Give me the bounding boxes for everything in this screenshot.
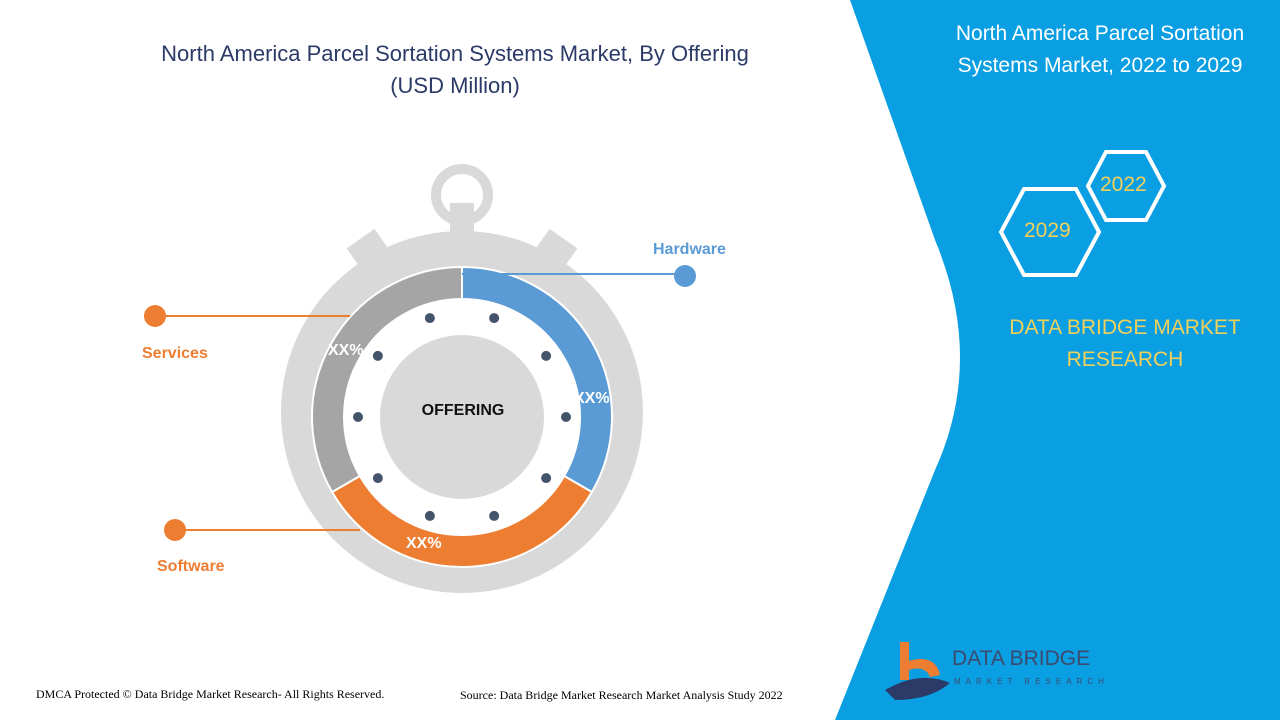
brand-line-1: DATA BRIDGE MARKET — [1009, 316, 1241, 339]
hexagon-2022 — [1085, 150, 1167, 222]
data-label-hardware: XX% — [574, 390, 610, 407]
data-label-software: XX% — [406, 535, 442, 552]
title-line-2: (USD Million) — [390, 73, 520, 98]
data-label-services: XX% — [328, 342, 364, 359]
dial-dot — [541, 473, 552, 484]
chart-title: North America Parcel Sortation Systems M… — [80, 38, 830, 102]
year-2022: 2022 — [1100, 173, 1147, 196]
legend-services: Services — [142, 345, 208, 362]
dial-dot — [424, 510, 435, 521]
services-marker — [144, 305, 166, 327]
hardware-marker — [674, 265, 696, 287]
hexagon-2029 — [998, 187, 1102, 277]
year-2029: 2029 — [1024, 219, 1071, 242]
legend-hardware: Hardware — [653, 241, 726, 258]
dial-dot — [353, 412, 363, 422]
brand-line-2: RESEARCH — [1066, 348, 1184, 371]
panel-title-line-2: Systems Market, 2022 to 2029 — [957, 54, 1243, 77]
software-marker — [164, 519, 186, 541]
footer-copyright: DMCA Protected © Data Bridge Market Rese… — [36, 687, 385, 701]
brand-text: DATA BRIDGE MARKET RESEARCH — [985, 312, 1265, 376]
center-circle — [380, 335, 544, 499]
footer-source: Source: Data Bridge Market Research Mark… — [460, 688, 783, 702]
dial-dot — [372, 473, 383, 484]
logo-tagline: MARKET RESEARCH — [954, 677, 1109, 686]
logo-name: DATA BRIDGE — [952, 647, 1091, 670]
dial-dot — [424, 313, 435, 324]
panel-title: North America Parcel Sortation Systems Ma… — [905, 18, 1280, 82]
dial-dot — [372, 350, 383, 361]
title-line-1: North America Parcel Sortation Systems M… — [161, 41, 749, 66]
dial-dot — [541, 350, 552, 361]
legend-software: Software — [157, 558, 225, 575]
logo-icon — [885, 642, 950, 700]
dial-dot — [489, 510, 500, 521]
side-panel — [835, 0, 1280, 720]
donut-segment-services — [311, 265, 463, 494]
dial-dot — [561, 412, 571, 422]
center-label: OFFERING — [421, 402, 505, 419]
dial-dot — [489, 313, 500, 324]
panel-title-line-1: North America Parcel Sortation — [955, 22, 1245, 45]
